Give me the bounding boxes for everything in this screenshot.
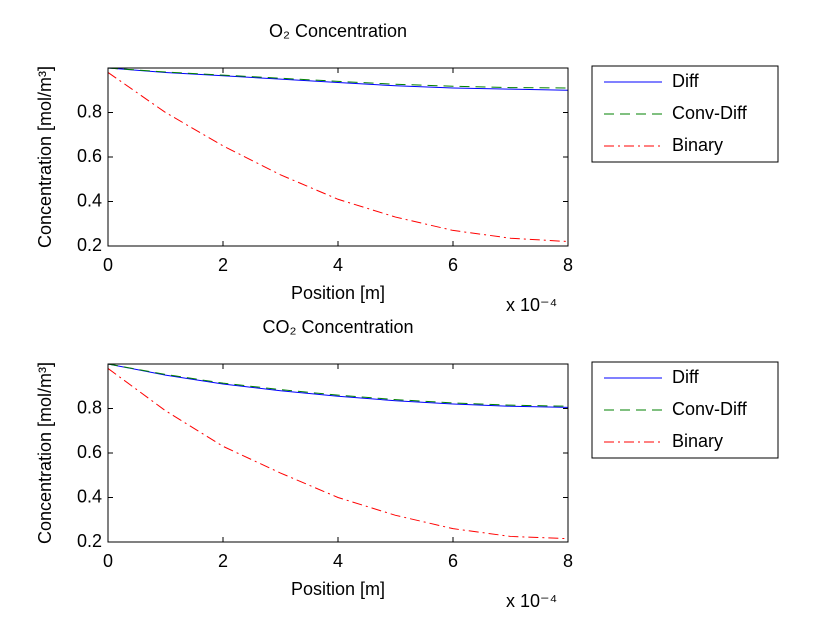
plot-area	[108, 364, 568, 542]
series-line	[107, 67, 569, 91]
y-tick-label: 0.4	[77, 486, 102, 506]
x-tick-label: 4	[333, 255, 343, 275]
plot-frame	[107, 363, 569, 543]
x-tick-label: 0	[103, 551, 113, 571]
series-line	[107, 67, 569, 89]
x-tick-label: 6	[448, 551, 458, 571]
y-tick-label: 0.6	[77, 442, 102, 462]
x-tick-label: 2	[218, 551, 228, 571]
plot-area	[108, 68, 568, 246]
legend-label: Diff	[672, 367, 700, 387]
legend-label: Binary	[672, 135, 723, 155]
x-tick-label: 2	[218, 255, 228, 275]
x-axis-label: Position [m]	[291, 579, 385, 599]
series-line	[107, 72, 569, 243]
series-line	[107, 363, 569, 407]
x-multiplier: x 10⁻⁴	[506, 591, 557, 611]
chart-title: O₂ Concentration	[269, 21, 407, 41]
y-axis-label: Concentration [mol/m³]	[35, 362, 55, 544]
y-tick-label: 0.6	[77, 146, 102, 166]
y-tick-label: 0.4	[77, 190, 102, 210]
y-tick-label: 0.8	[77, 397, 102, 417]
y-tick-label: 0.2	[77, 531, 102, 551]
plot-frame	[107, 67, 569, 247]
y-axis-label: Concentration [mol/m³]	[35, 66, 55, 248]
x-tick-label: 8	[563, 551, 573, 571]
y-tick-label: 0.8	[77, 101, 102, 121]
legend-label: Diff	[672, 71, 700, 91]
x-multiplier: x 10⁻⁴	[506, 295, 557, 315]
x-tick-label: 8	[563, 255, 573, 275]
x-axis-label: Position [m]	[291, 283, 385, 303]
x-tick-label: 4	[333, 551, 343, 571]
y-tick-label: 0.2	[77, 235, 102, 255]
legend-label: Conv-Diff	[672, 399, 748, 419]
chart-title: CO₂ Concentration	[262, 317, 413, 337]
series-line	[107, 363, 569, 408]
series-line	[107, 368, 569, 540]
x-tick-label: 0	[103, 255, 113, 275]
legend-label: Conv-Diff	[672, 103, 748, 123]
x-tick-label: 6	[448, 255, 458, 275]
legend-label: Binary	[672, 431, 723, 451]
